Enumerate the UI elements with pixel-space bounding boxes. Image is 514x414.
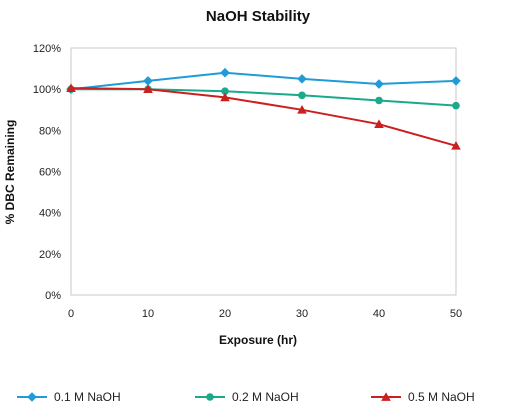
legend-label: 0.2 M NaOH (232, 390, 299, 404)
data-point (452, 101, 460, 110)
x-tick-label: 20 (219, 308, 231, 320)
data-point (143, 76, 153, 86)
data-point (451, 76, 461, 86)
chart-title: NaOH Stability (206, 8, 311, 25)
y-tick-label: 120% (33, 43, 61, 55)
data-point (374, 79, 384, 89)
x-tick-label: 0 (68, 308, 74, 320)
y-tick-label: 0% (45, 290, 61, 302)
data-point (374, 119, 384, 128)
data-point (375, 96, 383, 105)
data-point (297, 104, 307, 114)
data-point (220, 67, 230, 78)
data-point (66, 83, 76, 92)
y-tick-label: 20% (39, 249, 61, 261)
y-tick-label: 80% (39, 125, 61, 137)
y-tick-label: 40% (39, 208, 61, 220)
legend-label: 0.1 M NaOH (54, 390, 121, 404)
data-point (451, 140, 461, 150)
series-line (70, 71, 457, 91)
x-tick-label: 40 (373, 308, 385, 320)
legend: 0.1 M NaOH 0.2 M NaOH 0.5 M NaOH (17, 390, 475, 404)
series-3 (66, 83, 461, 150)
x-tick-label: 30 (296, 308, 308, 320)
data-point (143, 84, 153, 94)
data-point (297, 74, 307, 84)
x-tick-label: 50 (450, 308, 462, 320)
legend-marker (27, 392, 37, 402)
legend-item: 0.1 M NaOH (17, 390, 121, 404)
legend-marker (206, 393, 214, 401)
y-axis: 0% 20% 40% 60% 80% 100% 120% (33, 43, 61, 302)
data-point (221, 87, 229, 96)
y-tick-label: 100% (33, 84, 61, 96)
legend-label: 0.5 M NaOH (408, 390, 475, 404)
x-axis-label: Exposure (hr) (219, 333, 297, 347)
y-axis-label: % DBC Remaining (3, 120, 17, 225)
y-tick-label: 60% (39, 167, 61, 179)
x-tick-label: 10 (142, 308, 154, 320)
series-layer (66, 67, 461, 150)
legend-item: 0.2 M NaOH (195, 390, 299, 404)
x-axis: 0 10 20 30 40 50 (68, 308, 462, 320)
legend-marker (381, 392, 391, 401)
data-point (220, 92, 230, 102)
plot-area (70, 47, 457, 296)
series-line (70, 87, 457, 147)
data-point (298, 91, 306, 100)
legend-item: 0.5 M NaOH (371, 390, 475, 404)
